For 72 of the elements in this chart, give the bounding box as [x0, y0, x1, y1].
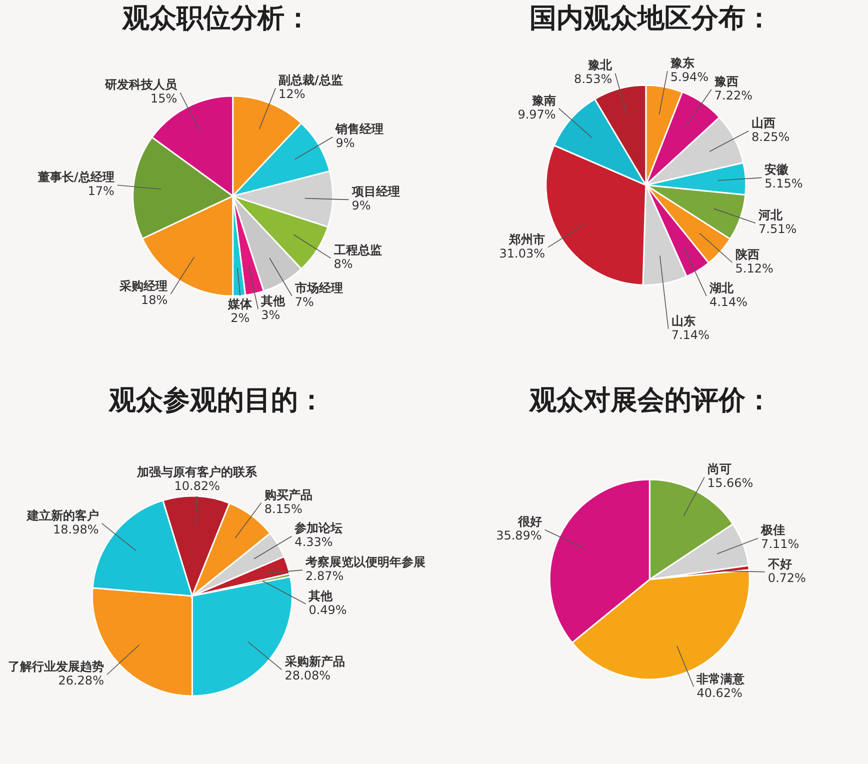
slice-label: 建立新的客户 [26, 508, 99, 522]
data-label: 2% [230, 310, 250, 325]
data-label: 4.14% [709, 295, 748, 310]
slice-label: 销售经理 [334, 122, 384, 136]
data-label: 4.33% [294, 535, 333, 550]
data-label: 18% [141, 292, 168, 307]
slice-label: 副总裁/总监 [278, 73, 343, 88]
data-label: 9% [336, 136, 355, 150]
slice-label: 豫北 [588, 58, 614, 72]
data-label: 3% [261, 308, 280, 322]
slice-label: 豫南 [532, 93, 556, 108]
data-label: 28.08% [284, 668, 331, 683]
data-label: 10.82% [174, 479, 220, 494]
slice-label: 考察展览以便明年参展 [304, 555, 426, 570]
slice-label: 采购经理 [118, 278, 168, 293]
slice-label: 河北 [757, 208, 784, 222]
data-label: 18.98% [53, 522, 99, 536]
slice-label: 郑州市 [508, 232, 546, 246]
data-label: 8.15% [264, 502, 302, 516]
chart-title: 国内观众地区分布： [530, 3, 772, 34]
slice-label: 董事长/总经理 [36, 170, 114, 184]
data-label: 7.22% [714, 88, 753, 102]
chart-title: 观众参观的目的： [108, 385, 325, 416]
data-label: 5.15% [764, 176, 803, 191]
slice-label: 了解行业发展趋势 [8, 660, 104, 674]
slice-label: 采购新产品 [284, 654, 345, 669]
slice-label: 非常满意 [696, 672, 746, 686]
slice-label: 研发科技人员 [104, 78, 178, 92]
data-label: 35.89% [496, 528, 542, 543]
slice-label: 市场经理 [294, 280, 343, 295]
data-label: 9% [352, 198, 371, 213]
slice-label: 其他 [260, 294, 286, 308]
slice-label: 很好 [516, 514, 542, 529]
data-label: 15% [150, 92, 178, 106]
slice-label: 山西 [752, 116, 776, 130]
slice-label: 项目经理 [350, 184, 400, 199]
slice-label: 工程总监 [332, 243, 382, 258]
chart-title: 观众职位分析： [122, 3, 312, 34]
data-label: 5.12% [735, 262, 774, 276]
slice-label: 豫东 [670, 56, 694, 70]
data-label: 12% [278, 87, 306, 102]
data-label: 0.72% [768, 570, 806, 585]
data-label: 15.66% [707, 476, 754, 490]
data-label: 26.28% [58, 674, 104, 688]
slice-label: 豫西 [714, 74, 738, 88]
slice-label: 购买产品 [263, 488, 312, 502]
data-label: 7% [294, 294, 314, 309]
data-label: 8% [334, 257, 353, 272]
data-label: 5.94% [670, 70, 709, 84]
data-label: 7.14% [671, 328, 710, 342]
slice-label: 其他 [308, 588, 334, 603]
data-label: 8.53% [574, 72, 612, 86]
data-label: 17% [88, 184, 114, 198]
slice-label: 极佳 [760, 523, 786, 538]
data-label: 7.51% [758, 222, 797, 236]
data-label: 40.62% [696, 686, 742, 700]
slice-label: 山东 [671, 314, 696, 328]
slice-label: 尚可 [707, 462, 732, 476]
data-label: 31.03% [499, 246, 546, 260]
slice-label: 湖北 [708, 281, 734, 296]
slice-label: 加强与原有客户的联系 [136, 465, 258, 480]
data-label: 0.49% [308, 602, 347, 617]
data-label: 9.97% [518, 107, 556, 122]
slice-label: 陕西 [735, 248, 760, 262]
slice-label: 媒体 [227, 296, 254, 311]
data-label: 2.87% [306, 569, 344, 584]
slice-label: 参加论坛 [294, 521, 343, 536]
data-label: 8.25% [752, 130, 790, 144]
slice-label: 不好 [766, 556, 792, 571]
chart-title: 观众对展会的评价： [528, 385, 772, 416]
slice-label: 安徽 [764, 162, 790, 177]
data-label: 7.11% [761, 537, 800, 552]
